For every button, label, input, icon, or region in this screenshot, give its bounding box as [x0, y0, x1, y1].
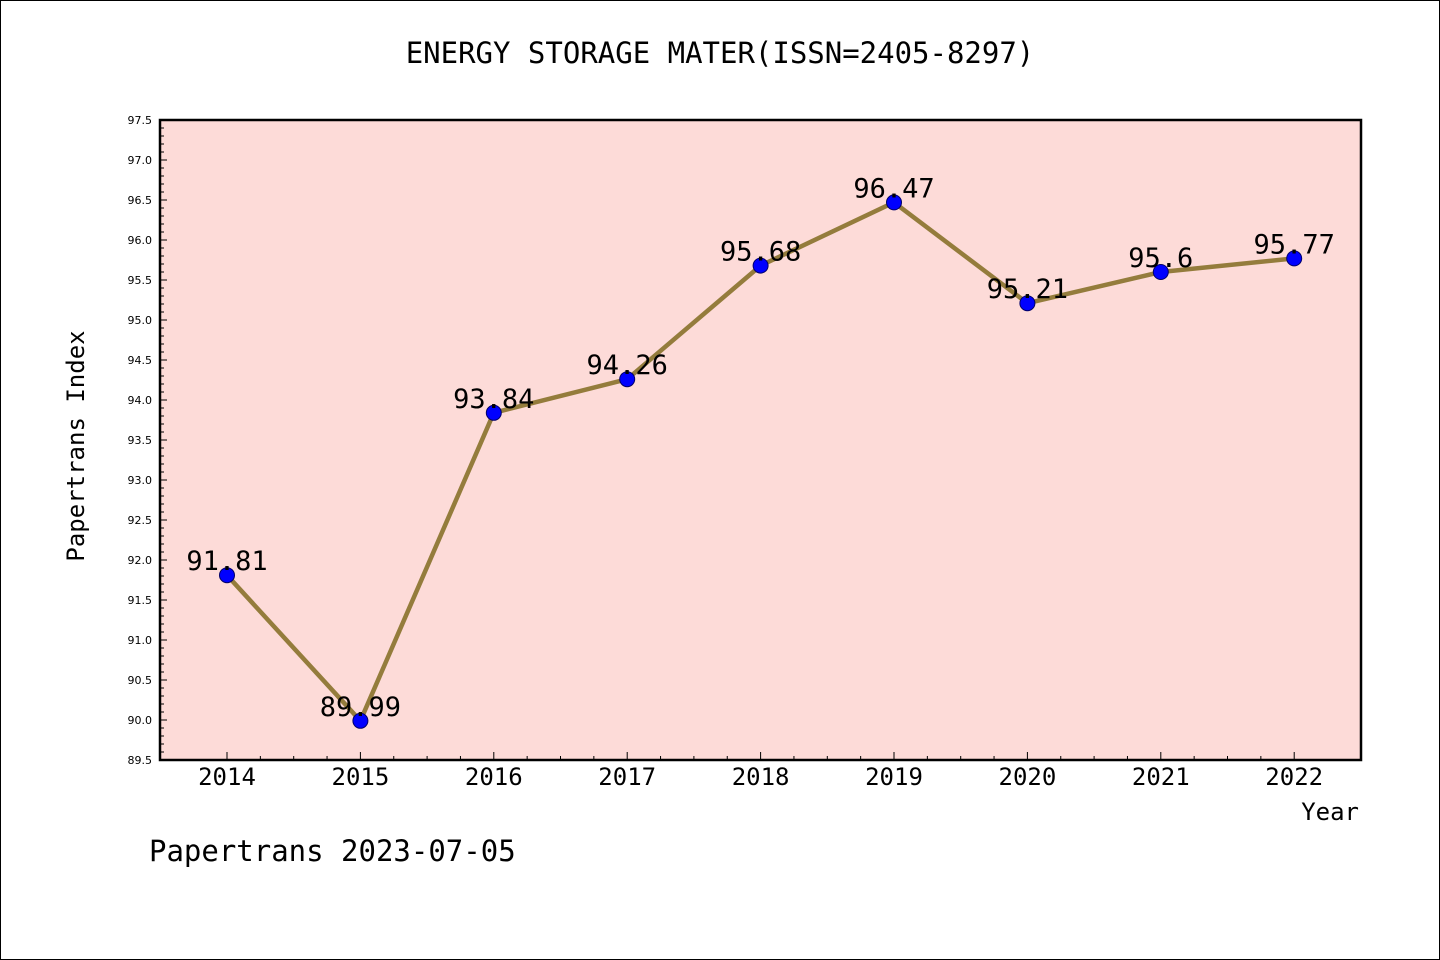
- data-label-2016: 93.84: [453, 384, 534, 415]
- data-point-2020: [1019, 295, 1036, 312]
- y-axis: 89.5 90.0 90.5 91.0 91.5 92.0 92.5 93.0 93.5 94.0…: [128, 114, 167, 767]
- y-tick-label: 91.0: [128, 634, 153, 647]
- x-tick-label: 2019: [865, 763, 923, 791]
- y-axis-title: Papertrans Index: [62, 330, 90, 561]
- data-point-2015: [352, 712, 369, 729]
- x-tick-label: 2022: [1265, 763, 1323, 791]
- x-tick-label: 2021: [1132, 763, 1190, 791]
- data-label-2015: 89.99: [320, 692, 401, 723]
- data-point-2022: [1286, 250, 1303, 267]
- plot-area: [160, 120, 1361, 760]
- data-label-2019: 96.47: [853, 173, 934, 204]
- data-label-2022: 95.77: [1254, 229, 1335, 260]
- x-axis-title: Year: [1301, 798, 1359, 826]
- data-point-2014: [219, 567, 235, 584]
- data-point-2018: [752, 257, 769, 274]
- data-point-2021: [1152, 264, 1169, 280]
- y-tick-label: 96.0: [128, 234, 153, 247]
- y-tick-label: 91.5: [128, 594, 153, 607]
- y-tick-label: 95.5: [128, 274, 153, 287]
- data-label-2014: 91.81: [186, 546, 267, 577]
- y-tick-label: 89.5: [128, 754, 153, 767]
- data-label-2020: 95.21: [987, 274, 1068, 305]
- y-tick-label: 94.5: [128, 354, 153, 367]
- series-markers: [219, 194, 1303, 729]
- footer-note: Papertrans 2023-07-05: [149, 834, 516, 868]
- chart-title: ENERGY STORAGE MATER(ISSN=2405-8297): [405, 36, 1035, 70]
- x-tick-label: 2020: [999, 763, 1057, 791]
- y-tick-label: 93.5: [128, 434, 153, 447]
- y-tick-label: 96.5: [128, 194, 153, 207]
- data-point-2019: [886, 194, 902, 211]
- y-tick-label: 90.0: [128, 714, 153, 727]
- data-labels: 91.81 89.99 93.84 94.26 95.68 96.47 95.21 95.6 9…: [186, 173, 1334, 722]
- x-tick-label: 2015: [332, 763, 390, 791]
- data-point-2017: [619, 371, 636, 388]
- plot-border: [158, 118, 1363, 762]
- data-label-2018: 95.68: [720, 237, 801, 268]
- y-tick-label: 95.0: [128, 314, 153, 327]
- x-tick-label: 2014: [198, 763, 256, 791]
- x-tick-label: 2018: [732, 763, 790, 791]
- data-point-2016: [485, 404, 502, 421]
- y-tick-label: 97.5: [128, 114, 153, 127]
- y-tick-label: 92.5: [128, 514, 153, 527]
- y-tick-label: 92.0: [128, 554, 153, 567]
- data-label-2017: 94.26: [587, 350, 668, 381]
- y-tick-label: 94.0: [128, 394, 153, 407]
- y-tick-label: 90.5: [128, 674, 153, 687]
- y-tick-label: 93.0: [128, 474, 153, 487]
- y-tick-label: 97.0: [128, 154, 153, 167]
- x-tick-label: 2017: [598, 763, 656, 791]
- x-axis: 2014 2015 2016 2017 2018 2019 2020 2021 2022: [198, 752, 1323, 791]
- data-label-2021: 95.6: [1128, 243, 1193, 274]
- x-tick-label: 2016: [465, 763, 523, 791]
